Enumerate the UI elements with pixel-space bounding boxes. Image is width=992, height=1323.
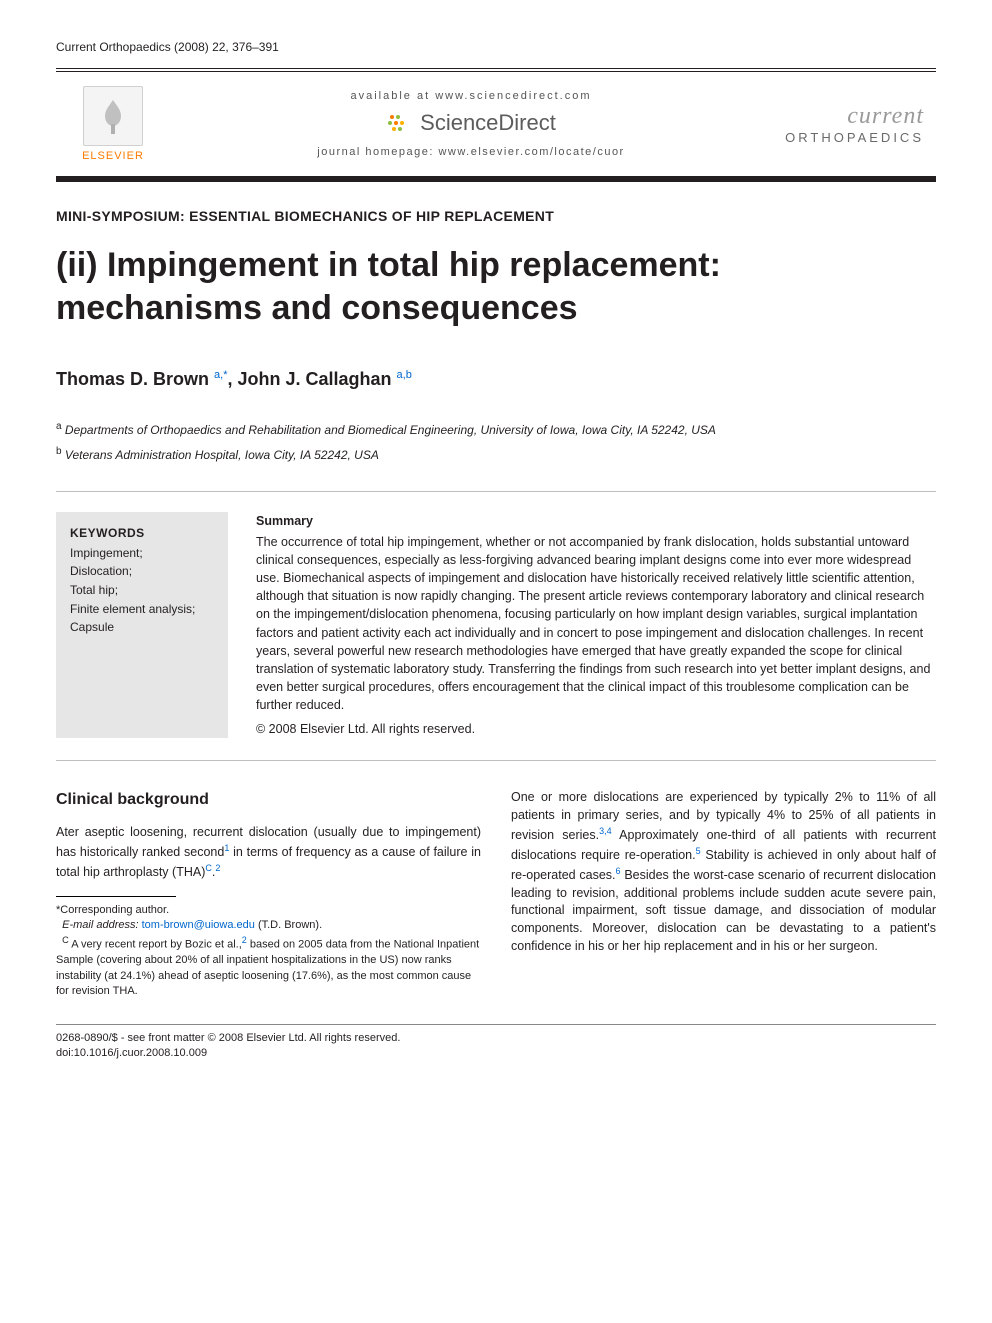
- footnote-c: C A very recent report by Bozic et al.,2…: [56, 934, 481, 1000]
- affiliation-b: b Veterans Administration Hospital, Iowa…: [56, 445, 936, 464]
- keyword-item: Capsule: [70, 618, 214, 637]
- keyword-item: Dislocation;: [70, 562, 214, 581]
- ref-34[interactable]: 3,4: [599, 826, 612, 836]
- keywords-list: Impingement;Dislocation;Total hip;Finite…: [70, 544, 214, 637]
- journal-homepage: journal homepage: www.elsevier.com/locat…: [158, 146, 784, 158]
- elsevier-tree-icon: [83, 86, 143, 146]
- body-paragraph: Ater aseptic loosening, recurrent disloc…: [56, 824, 481, 882]
- affiliation-a-text: Departments of Orthopaedics and Rehabili…: [65, 423, 716, 437]
- keyword-item: Finite element analysis;: [70, 600, 214, 619]
- elsevier-wordmark: ELSEVIER: [82, 150, 144, 162]
- sciencedirect-dots-icon: [386, 113, 414, 133]
- column-left: Clinical background Ater aseptic looseni…: [56, 789, 481, 1000]
- section-heading: Clinical background: [56, 789, 481, 812]
- ref-c[interactable]: C: [205, 863, 212, 873]
- email-link[interactable]: tom-brown@uiowa.edu: [142, 919, 255, 931]
- keyword-item: Total hip;: [70, 581, 214, 600]
- footnote-text: Corresponding author.: [60, 904, 169, 916]
- front-matter-line: 0268-0890/$ - see front matter © 2008 El…: [56, 1031, 936, 1046]
- column-right: One or more dislocations are experienced…: [511, 789, 936, 1000]
- footnote-text: A very recent report by Bozic et al.,: [71, 938, 242, 950]
- journal-name-bottom: ORTHOPAEDICS: [784, 130, 924, 145]
- footnote-email: E-mail address: tom-brown@uiowa.edu (T.D…: [56, 918, 481, 934]
- ref-2[interactable]: 2: [215, 863, 220, 873]
- keyword-item: Impingement;: [70, 544, 214, 563]
- footnote-rule: [56, 896, 176, 897]
- doi-line: doi:10.1016/j.cuor.2008.10.009: [56, 1046, 936, 1061]
- sciencedirect-logo[interactable]: ScienceDirect: [386, 110, 556, 136]
- summary-heading: Summary: [256, 512, 936, 530]
- journal-header: ELSEVIER available at www.sciencedirect.…: [56, 72, 936, 182]
- divider: [56, 760, 936, 761]
- email-label: E-mail address:: [62, 919, 138, 931]
- journal-reference: Current Orthopaedics (2008) 22, 376–391: [56, 40, 936, 54]
- section-label: MINI-SYMPOSIUM: ESSENTIAL BIOMECHANICS O…: [56, 208, 936, 224]
- body-columns: Clinical background Ater aseptic looseni…: [56, 789, 936, 1000]
- keywords-box: KEYWORDS Impingement;Dislocation;Total h…: [56, 512, 228, 739]
- elsevier-logo[interactable]: ELSEVIER: [68, 86, 158, 162]
- divider: [56, 491, 936, 492]
- header-rule: [56, 68, 936, 69]
- article-title: (ii) Impingement in total hip replacemen…: [56, 244, 936, 329]
- bottom-rule: [56, 1024, 936, 1025]
- abstract-copyright: © 2008 Elsevier Ltd. All rights reserved…: [256, 720, 936, 738]
- availability-line: available at www.sciencedirect.com: [158, 90, 784, 102]
- affiliation-a: a Departments of Orthopaedics and Rehabi…: [56, 420, 936, 439]
- affiliation-b-text: Veterans Administration Hospital, Iowa C…: [65, 448, 379, 462]
- body-paragraph: One or more dislocations are experienced…: [511, 789, 936, 955]
- keywords-heading: KEYWORDS: [70, 526, 214, 540]
- journal-title-logo: current ORTHOPAEDICS: [784, 103, 924, 145]
- journal-name-top: current: [784, 103, 924, 130]
- author-list: Thomas D. Brown a,*, John J. Callaghan a…: [56, 369, 936, 390]
- footnotes: *Corresponding author. E-mail address: t…: [56, 903, 481, 1000]
- abstract-block: KEYWORDS Impingement;Dislocation;Total h…: [56, 512, 936, 739]
- email-attribution: (T.D. Brown).: [255, 919, 322, 931]
- summary-body: The occurrence of total hip impingement,…: [256, 533, 936, 714]
- footnote-corresponding: *Corresponding author.: [56, 903, 481, 919]
- sciencedirect-wordmark: ScienceDirect: [420, 110, 556, 136]
- abstract-text: Summary The occurrence of total hip impi…: [256, 512, 936, 739]
